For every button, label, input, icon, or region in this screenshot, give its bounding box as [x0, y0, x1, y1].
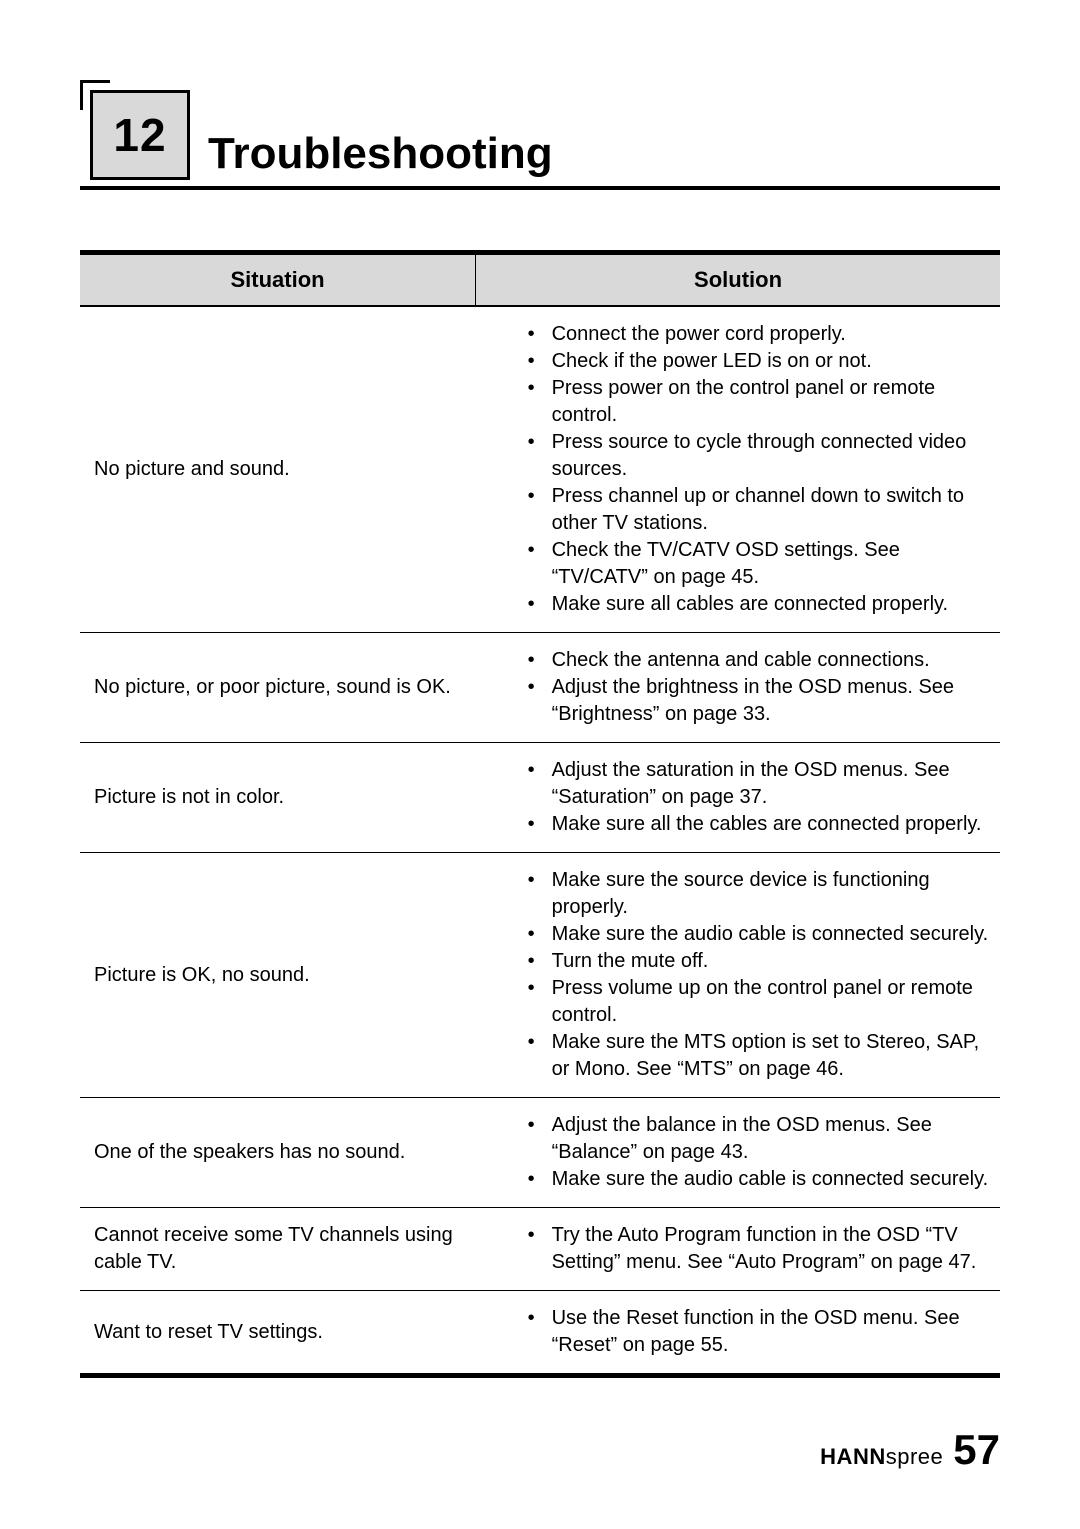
brand-logo: HANNspree	[820, 1444, 943, 1470]
solution-list: Try the Auto Program function in the OSD…	[490, 1222, 990, 1276]
solution-item: Press power on the control panel or remo…	[528, 375, 990, 429]
solution-list: Adjust the balance in the OSD menus. See…	[490, 1112, 990, 1193]
column-header-solution: Solution	[476, 253, 1000, 307]
troubleshooting-table: Situation Solution No picture and sound.…	[80, 250, 1000, 1378]
solution-item: Check the TV/CATV OSD settings. See “TV/…	[528, 537, 990, 591]
solution-cell: Connect the power cord properly.Check if…	[476, 306, 1000, 633]
situation-cell: One of the speakers has no sound.	[80, 1098, 476, 1208]
solution-item: Turn the mute off.	[528, 948, 990, 975]
solution-cell: Check the antenna and cable connections.…	[476, 633, 1000, 743]
table-header-row: Situation Solution	[80, 253, 1000, 307]
page-number: 57	[953, 1426, 1000, 1474]
table-body: No picture and sound.Connect the power c…	[80, 306, 1000, 1376]
solution-item: Adjust the saturation in the OSD menus. …	[528, 757, 990, 811]
solution-item: Try the Auto Program function in the OSD…	[528, 1222, 990, 1276]
solution-item: Press source to cycle through connected …	[528, 429, 990, 483]
table-row: Want to reset TV settings. Use the Reset …	[80, 1291, 1000, 1376]
solution-item: Make sure the audio cable is connected s…	[528, 921, 990, 948]
table-row: No picture and sound.Connect the power c…	[80, 306, 1000, 633]
solution-cell: Adjust the saturation in the OSD menus. …	[476, 743, 1000, 853]
solution-list: Connect the power cord properly.Check if…	[490, 321, 990, 618]
table-row: Cannot receive some TV channels using ca…	[80, 1208, 1000, 1291]
chapter-number: 12	[113, 108, 166, 162]
solution-item: Make sure the audio cable is connected s…	[528, 1166, 990, 1193]
brand-bold: HANN	[820, 1444, 886, 1469]
solution-list: Use the Reset function in the OSD menu. …	[490, 1305, 990, 1359]
solution-list: Make sure the source device is functioni…	[490, 867, 990, 1083]
situation-cell: Picture is not in color.	[80, 743, 476, 853]
solution-item: Adjust the balance in the OSD menus. See…	[528, 1112, 990, 1166]
solution-item: Check if the power LED is on or not.	[528, 348, 990, 375]
solution-list: Adjust the saturation in the OSD menus. …	[490, 757, 990, 838]
solution-cell: Adjust the balance in the OSD menus. See…	[476, 1098, 1000, 1208]
solution-item: Press volume up on the control panel or …	[528, 975, 990, 1029]
chapter-heading: 12 Troubleshooting	[80, 80, 1000, 190]
situation-cell: No picture, or poor picture, sound is OK…	[80, 633, 476, 743]
situation-cell: No picture and sound.	[80, 306, 476, 633]
table-row: No picture, or poor picture, sound is OK…	[80, 633, 1000, 743]
solution-cell: Try the Auto Program function in the OSD…	[476, 1208, 1000, 1291]
solution-cell: Use the Reset function in the OSD menu. …	[476, 1291, 1000, 1376]
chapter-title: Troubleshooting	[208, 132, 553, 180]
chapter-tab-box: 12	[90, 90, 190, 180]
page-footer: HANNspree 57	[820, 1426, 1000, 1474]
solution-item: Make sure all cables are connected prope…	[528, 591, 990, 618]
table-row: One of the speakers has no sound. Adjust …	[80, 1098, 1000, 1208]
solution-item: Check the antenna and cable connections.	[528, 647, 990, 674]
table-row: Picture is not in color. Adjust the satur…	[80, 743, 1000, 853]
solution-item: Make sure all the cables are connected p…	[528, 811, 990, 838]
situation-cell: Picture is OK, no sound.	[80, 853, 476, 1098]
solution-item: Connect the power cord properly.	[528, 321, 990, 348]
solution-cell: Make sure the source device is functioni…	[476, 853, 1000, 1098]
solution-item: Use the Reset function in the OSD menu. …	[528, 1305, 990, 1359]
solution-item: Make sure the MTS option is set to Stere…	[528, 1029, 990, 1083]
situation-cell: Cannot receive some TV channels using ca…	[80, 1208, 476, 1291]
table-row: Picture is OK, no sound. Make sure the so…	[80, 853, 1000, 1098]
solution-item: Press channel up or channel down to swit…	[528, 483, 990, 537]
solution-item: Adjust the brightness in the OSD menus. …	[528, 674, 990, 728]
chapter-number-tab: 12	[80, 80, 190, 180]
situation-cell: Want to reset TV settings.	[80, 1291, 476, 1376]
solution-list: Check the antenna and cable connections.…	[490, 647, 990, 728]
solution-item: Make sure the source device is functioni…	[528, 867, 990, 921]
brand-light: spree	[886, 1444, 944, 1469]
column-header-situation: Situation	[80, 253, 476, 307]
